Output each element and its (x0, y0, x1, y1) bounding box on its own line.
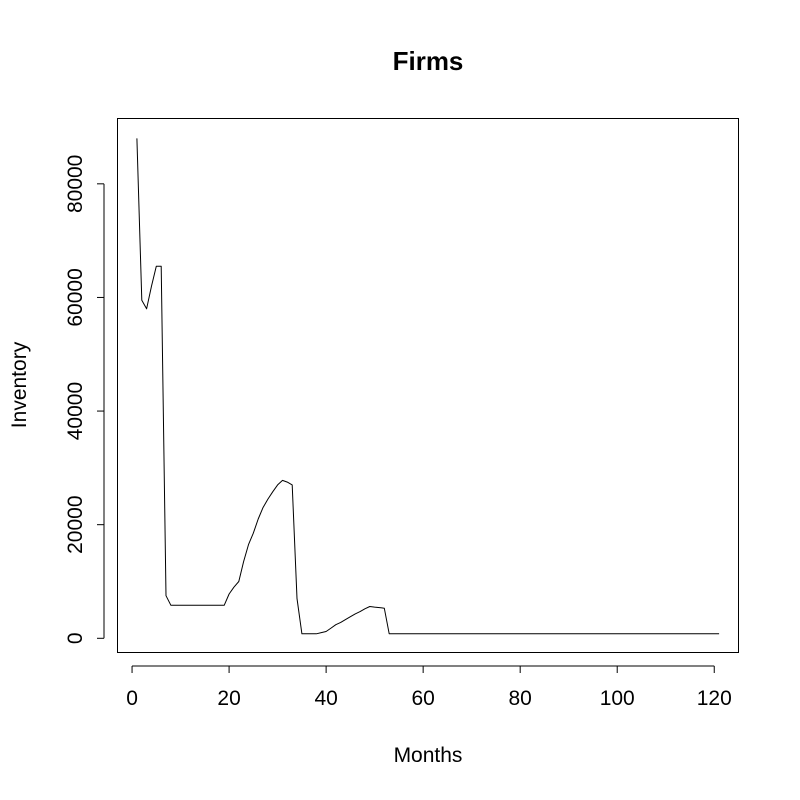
plot-frame (117, 118, 739, 653)
x-tick-label: 40 (314, 687, 337, 710)
x-axis: 0 20 40 60 80 100 120 (126, 665, 732, 710)
y-axis: 0 20000 40000 60000 80000 (64, 155, 105, 644)
x-tick-label: 100 (600, 687, 635, 710)
y-tick-label: 80000 (64, 155, 87, 213)
x-tick-label: 60 (411, 687, 434, 710)
x-tick-label: 80 (509, 687, 532, 710)
x-tick-label: 0 (126, 687, 138, 710)
y-axis-label: Inventory (8, 341, 31, 428)
chart-title: Firms (393, 46, 464, 76)
y-tick-label: 20000 (64, 495, 87, 553)
series-line (136, 138, 720, 635)
y-tick-label: 0 (64, 632, 87, 644)
x-tick-label: 20 (217, 687, 240, 710)
x-tick-label: 120 (697, 687, 732, 710)
x-axis-label: Months (394, 744, 463, 767)
y-tick-label: 40000 (64, 382, 87, 440)
y-tick-label: 60000 (64, 268, 87, 326)
